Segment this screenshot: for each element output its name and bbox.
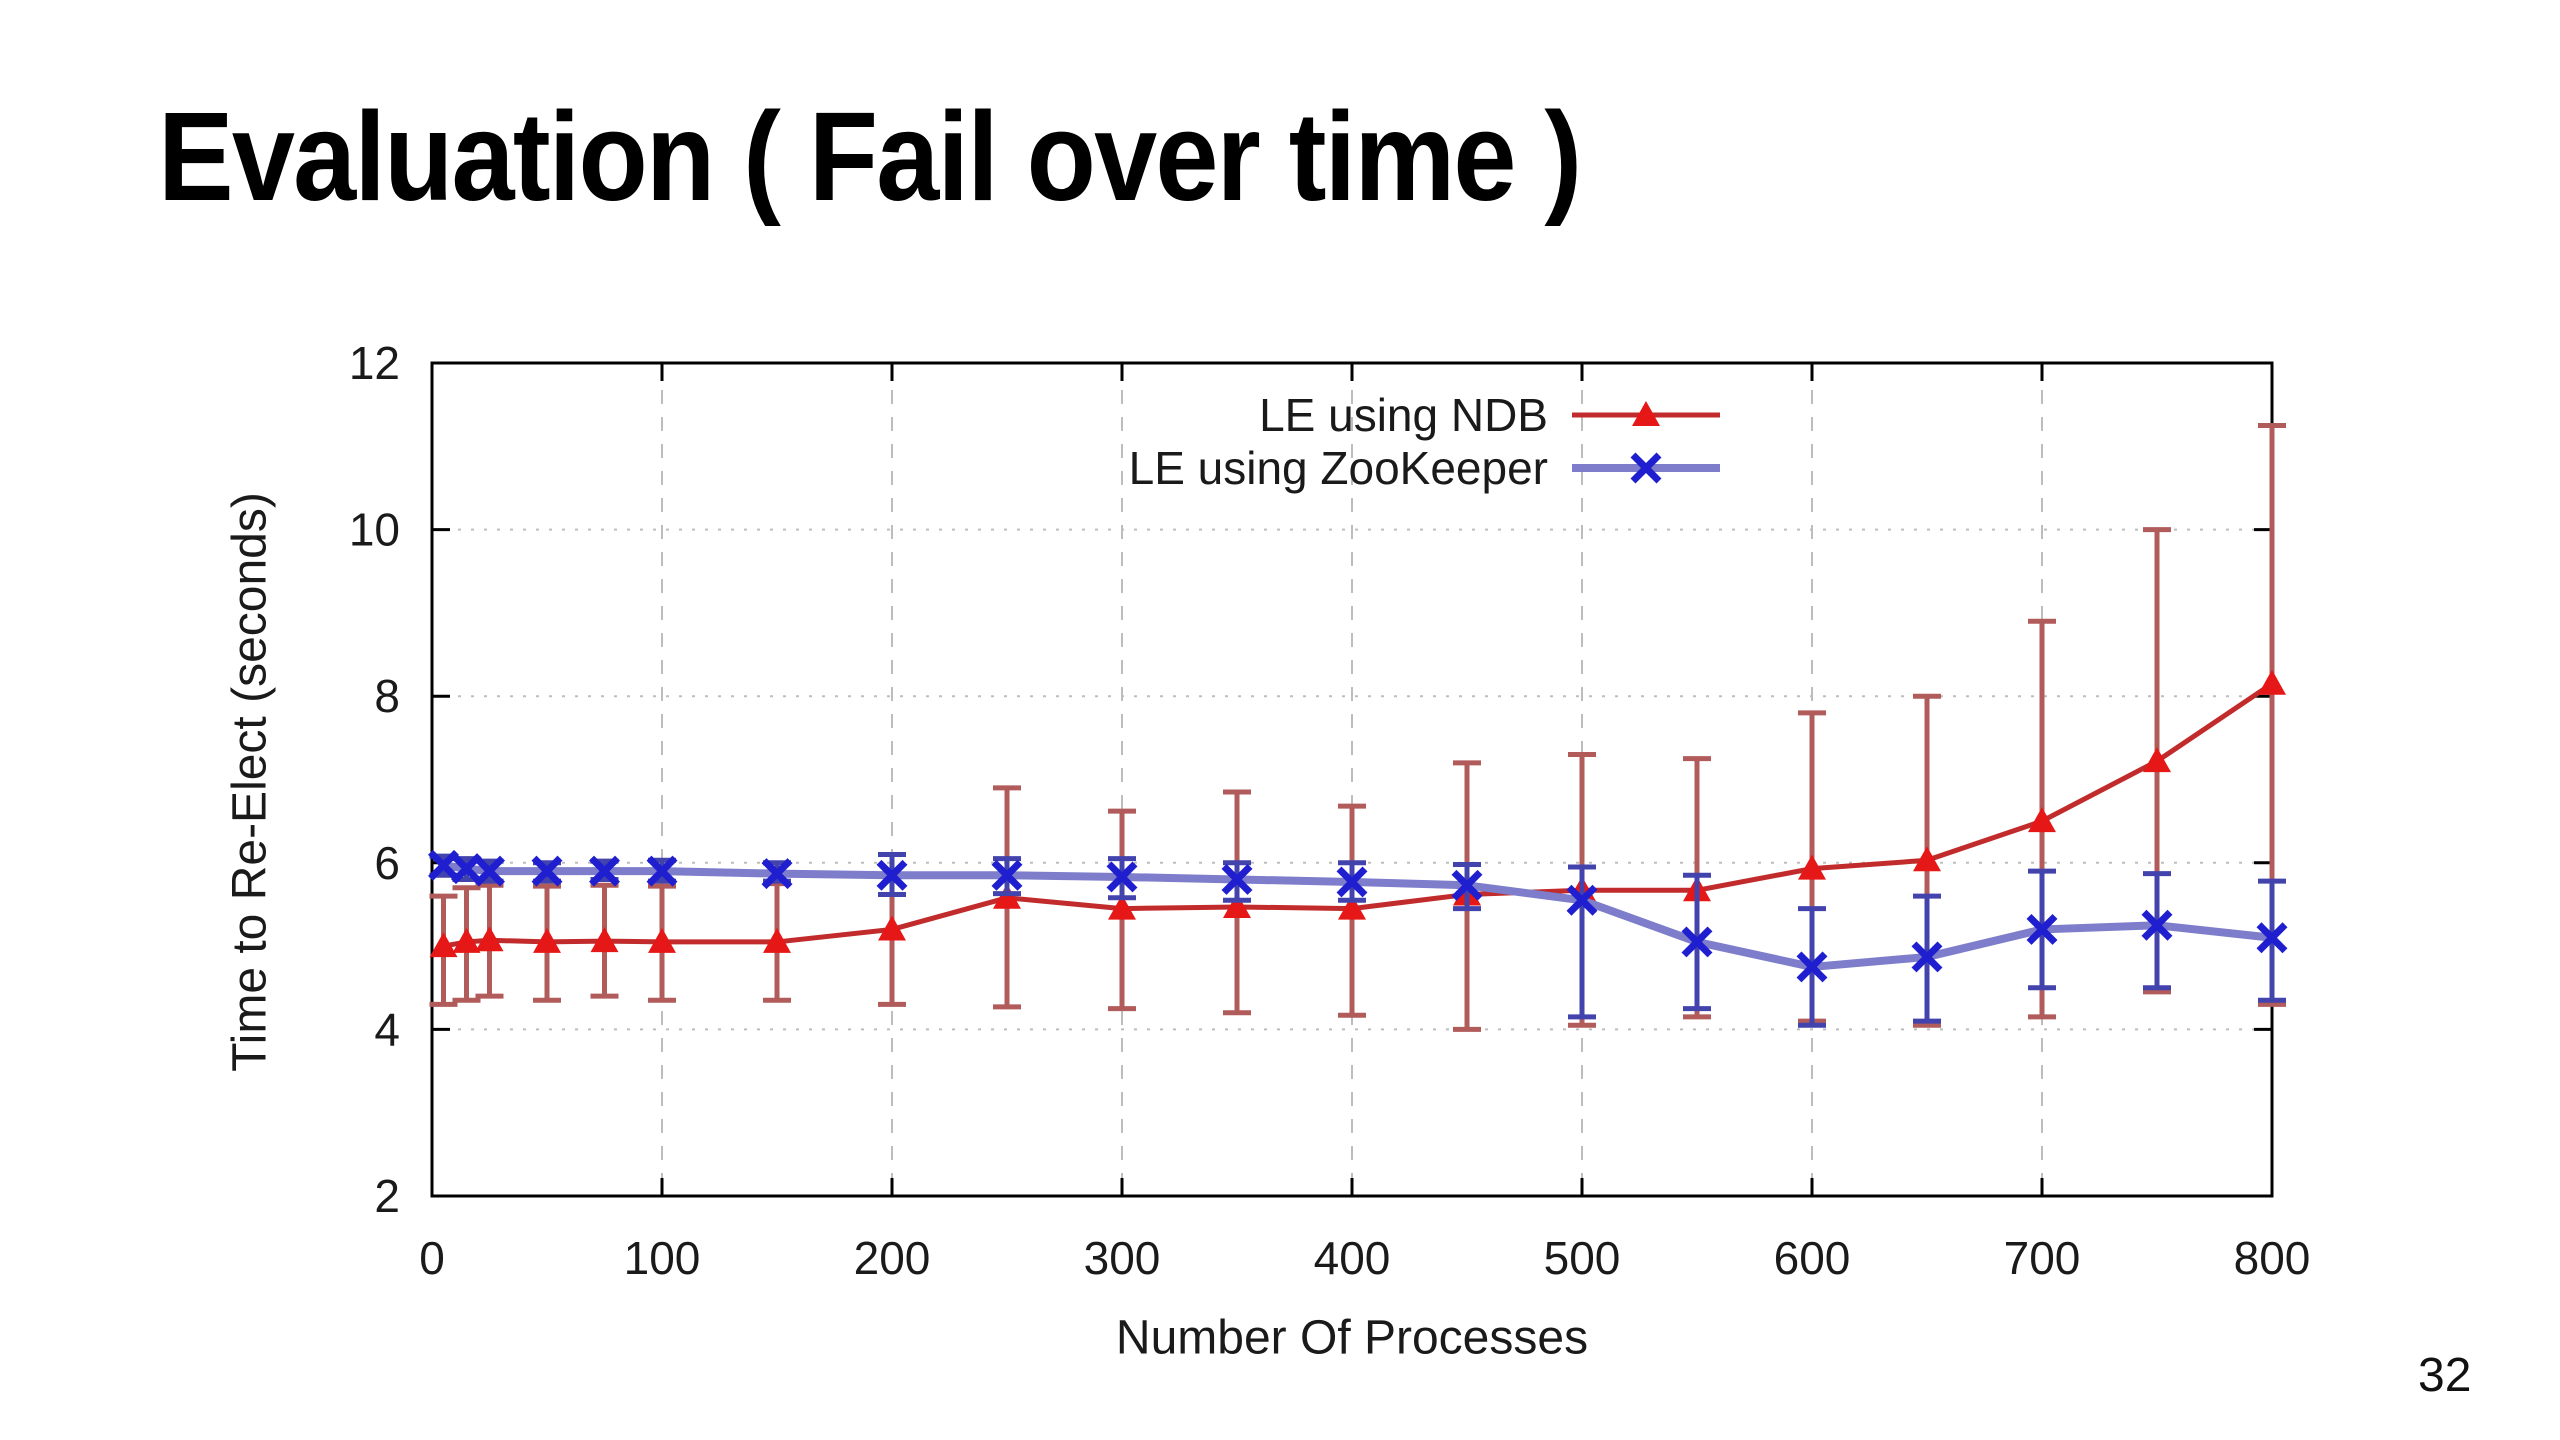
svg-text:700: 700: [2004, 1232, 2081, 1284]
series-markers: [428, 849, 2288, 983]
svg-text:300: 300: [1084, 1232, 1161, 1284]
page-number: 32: [2418, 1349, 2472, 1402]
svg-text:100: 100: [624, 1232, 701, 1284]
series-line: [443, 681, 2274, 949]
legend-item: LE using ZooKeeper: [1129, 442, 1720, 494]
slide-title: Evaluation ( Fail over time ): [158, 86, 1582, 227]
svg-text:6: 6: [374, 837, 400, 889]
svg-text:800: 800: [2234, 1232, 2311, 1284]
x-axis-label: Number Of Processes: [1115, 1311, 1589, 1365]
series-line: [442, 861, 2273, 971]
tick-labels: 2 4 6 8 10 12 0 100 200 300 400 500 600 700 800: [349, 337, 2311, 1284]
svg-text:4: 4: [374, 1003, 400, 1055]
axis-ticks: [430, 361, 2274, 1198]
svg-text:8: 8: [374, 670, 400, 722]
legend-item: LE using NDB: [1259, 389, 1720, 441]
svg-text:400: 400: [1314, 1232, 1391, 1284]
svg-text:200: 200: [854, 1232, 931, 1284]
svg-text:LE using NDB: LE using NDB: [1259, 389, 1548, 441]
svg-text:2: 2: [374, 1170, 400, 1222]
svg-text:500: 500: [1544, 1232, 1621, 1284]
svg-text:600: 600: [1774, 1232, 1851, 1284]
svg-text:12: 12: [349, 337, 400, 389]
svg-text:0: 0: [419, 1232, 445, 1284]
svg-text:10: 10: [349, 504, 400, 556]
series-le-using-zookeeper: [428, 849, 2288, 1028]
series-markers: [429, 669, 2286, 958]
svg-text:LE using ZooKeeper: LE using ZooKeeper: [1129, 442, 1548, 494]
y-axis-label: Time to Re-Elect (seconds): [223, 492, 277, 1072]
